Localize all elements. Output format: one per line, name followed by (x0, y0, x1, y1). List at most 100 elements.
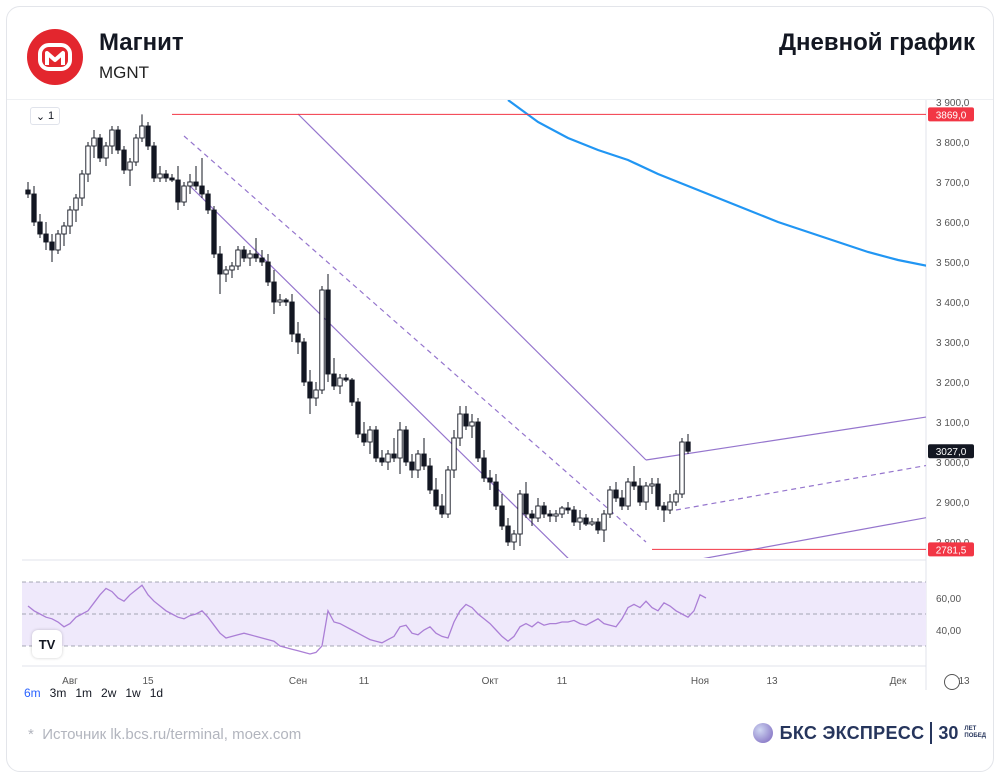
candle-body (547, 513, 553, 517)
company-name: Магнит (99, 29, 184, 56)
candle-body (403, 429, 409, 463)
candle-body (331, 373, 337, 387)
candle-body (493, 481, 499, 507)
candle-body (439, 505, 445, 515)
timeframe-1d[interactable]: 1d (149, 686, 164, 700)
candle-body (667, 501, 673, 511)
candle-body (445, 469, 451, 515)
candle-body (121, 149, 127, 171)
tradingview-logo-icon[interactable]: TV (32, 630, 62, 658)
candle-body (55, 233, 61, 251)
candle-body (679, 441, 685, 495)
x-tick-label: Окт (482, 676, 499, 687)
settings-icon[interactable] (944, 674, 960, 690)
y-tick-label: 3 400,0 (936, 298, 970, 309)
candle-body (91, 137, 97, 147)
candle-body (385, 453, 391, 463)
candle-body (631, 481, 637, 487)
candle-body (355, 401, 361, 435)
candle-body (295, 333, 301, 343)
candle-body (127, 161, 133, 171)
candle-body (85, 145, 91, 175)
timeframe-1m[interactable]: 1m (75, 686, 93, 700)
candle-body (103, 145, 109, 159)
candle-body (511, 533, 517, 543)
candle-body (409, 461, 415, 471)
candle-body (187, 181, 193, 187)
candle-body (415, 453, 421, 471)
timeframe-3m[interactable]: 3m (49, 686, 67, 700)
candle-body (253, 253, 259, 259)
candle-body (109, 129, 115, 147)
candle-body (205, 193, 211, 211)
candle-body (463, 413, 469, 427)
x-tick-label: Дек (890, 676, 907, 687)
y-tick-label: 3 000,0 (936, 458, 970, 469)
candle-body (499, 505, 505, 527)
candle-body (535, 505, 541, 519)
y-tick-label: 3 800,0 (936, 138, 970, 149)
y-tick-label: 3 700,0 (936, 178, 970, 189)
x-tick-label: 15 (142, 676, 154, 687)
channel-line-2 (297, 113, 647, 461)
moving-average-line (507, 100, 926, 267)
candle-body (307, 381, 313, 399)
candle-body (301, 341, 307, 383)
timeframe-1w[interactable]: 1w (125, 686, 141, 700)
candle-body (343, 377, 349, 381)
brand-years-number: 30 (938, 722, 959, 743)
candle-body (61, 225, 67, 235)
timeframe-6m[interactable]: 6m (24, 686, 41, 700)
y-tick-label: 3 500,0 (936, 258, 970, 269)
candle-body (685, 441, 691, 452)
x-tick-label: Сен (289, 676, 307, 687)
candle-body (265, 261, 271, 283)
candle-body (637, 485, 643, 503)
candle-body (43, 233, 49, 243)
candle-body (421, 453, 427, 467)
candle-body (451, 437, 457, 471)
candle-body (157, 173, 163, 179)
candle-body (337, 377, 343, 387)
candle-body (181, 185, 187, 203)
channel-line-0 (189, 185, 569, 558)
candle-body (169, 177, 175, 181)
candle-body (349, 379, 355, 403)
candle-body (391, 453, 397, 459)
x-tick-label: 11 (359, 676, 370, 687)
candle-body (37, 221, 43, 235)
candle-body (583, 517, 589, 525)
candle-body (607, 489, 613, 515)
x-tick-label: 13 (958, 676, 970, 687)
x-tick-label: Авг (62, 676, 78, 687)
x-tick-label: 13 (766, 676, 778, 687)
candle-body (145, 125, 151, 147)
candle-body (427, 465, 433, 491)
candle-body (325, 289, 331, 375)
candle-body (475, 421, 481, 459)
candle-body (643, 485, 649, 503)
candle-body (397, 429, 403, 459)
candle-body (79, 173, 85, 199)
candle-body (73, 197, 79, 211)
brand-name: БКС ЭКСПРЕСС (779, 722, 925, 743)
candle-body (373, 429, 379, 459)
candle-body (229, 265, 235, 271)
candle-body (469, 421, 475, 427)
bcs-brand: БКС ЭКСПРЕСС 30 ЛЕТ ПОБЕД (752, 722, 986, 744)
brand-divider (930, 722, 933, 744)
last-price-label: 3027,0 (936, 447, 967, 458)
candle-body (283, 299, 289, 303)
last-price-tag (928, 444, 974, 459)
interval-dropdown[interactable]: ⌄ 1 (30, 107, 60, 125)
candle-body (241, 249, 247, 259)
ticker-code: MGNT (99, 63, 150, 82)
candle-body (313, 389, 319, 399)
timeframe-2w[interactable]: 2w (101, 686, 117, 700)
candle-body (235, 249, 241, 267)
candle-body (571, 509, 577, 523)
candle-body (217, 253, 223, 275)
level-tag-1 (928, 542, 974, 557)
candle-body (589, 521, 595, 525)
